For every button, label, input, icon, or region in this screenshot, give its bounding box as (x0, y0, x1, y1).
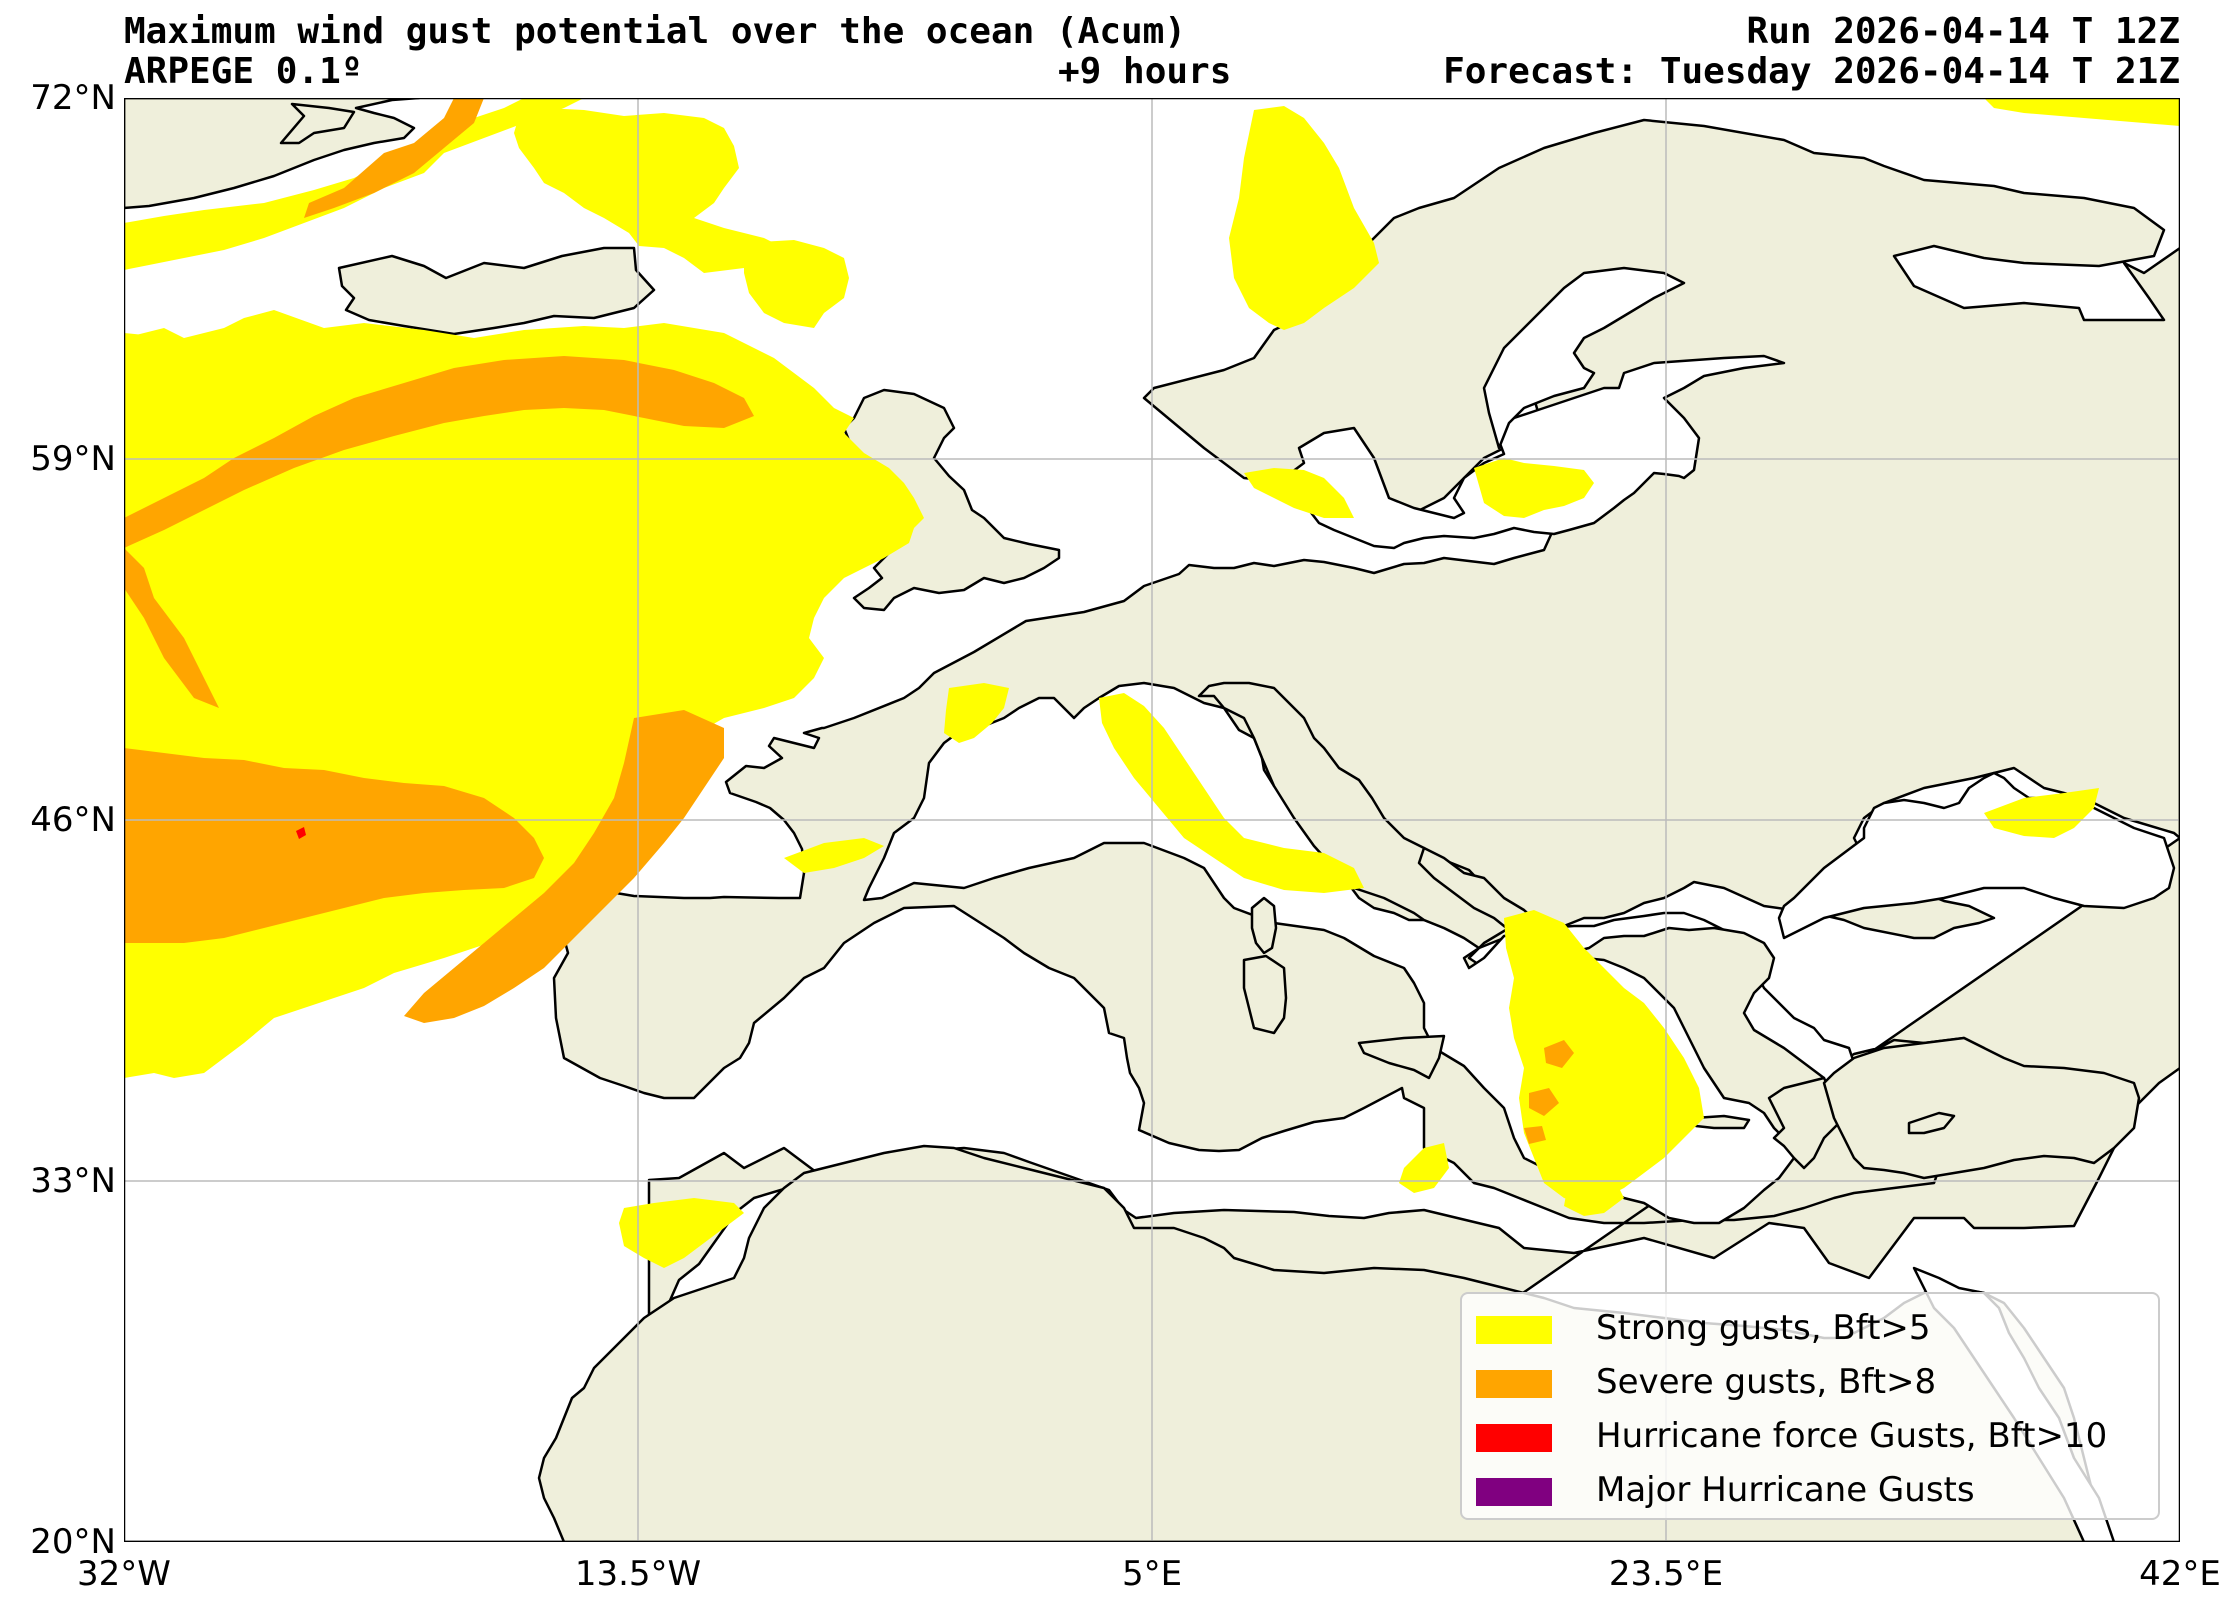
legend-swatch (1476, 1316, 1552, 1344)
gust-strong-north-sea-east (1244, 468, 1354, 518)
land-turkey (1822, 1036, 2141, 1180)
run-label: Run 2026-04-14 T 12Z (1746, 11, 2180, 52)
lon-tick-label: 42°E (2139, 1554, 2221, 1594)
gust-strong-greenland-west (124, 333, 164, 368)
model-label: ARPEGE 0.1º (124, 51, 363, 92)
lon-tick-label: 13.5°W (574, 1554, 702, 1594)
gust-layer (124, 98, 2180, 1268)
gust-strong-ionian (1504, 910, 1704, 1203)
gust-strong-norwegian-sea-3 (1229, 106, 1379, 330)
gust-strong-black-sea (1984, 788, 2099, 838)
lat-tick-label: 33°N (30, 1161, 116, 1201)
lead-time-label: +9 hours (1058, 51, 1232, 92)
legend-label: Severe gusts, Bft>8 (1596, 1362, 1937, 1402)
gust-strong-channel (944, 683, 1009, 743)
lon-tick-label: 23.5°E (1608, 1554, 1724, 1594)
gust-strong-norwegian-sea-2 (744, 240, 849, 328)
lat-tick-label: 72°N (30, 78, 116, 118)
lat-tick-label: 46°N (30, 800, 116, 840)
gust-strong-norwegian-sea-1 (514, 108, 784, 273)
gust-strong-barents (1984, 98, 2180, 126)
gust-strong-baltic (1474, 458, 1594, 518)
lat-tick-label: 20°N (30, 1522, 116, 1562)
legend-swatch (1476, 1478, 1552, 1506)
map-title: Maximum wind gust potential over the oce… (124, 11, 1187, 52)
gust-strong-aegean-south (1564, 1168, 1624, 1216)
legend-label: Strong gusts, Bft>5 (1596, 1308, 1931, 1348)
gust-severe-ionian-3 (1524, 1126, 1546, 1144)
gust-severe-ionian-1 (1544, 1040, 1574, 1068)
gust-severe-ionian-2 (1529, 1088, 1559, 1116)
legend-label: Hurricane force Gusts, Bft>10 (1596, 1416, 2108, 1456)
gust-severe-diagonal (404, 710, 724, 1023)
gust-hurricane-spot (296, 827, 306, 839)
gust-strong-gulf-of-lion (1099, 693, 1364, 893)
legend-swatch (1476, 1424, 1552, 1452)
land-greenland-islet (279, 102, 356, 145)
gust-severe-loop (124, 548, 219, 708)
gust-strong-morocco-coast (619, 1198, 744, 1268)
legend-label: Major Hurricane Gusts (1596, 1470, 1975, 1510)
map-canvas (124, 98, 2180, 1542)
land-greece (1767, 1076, 1846, 1170)
legend-swatch (1476, 1370, 1552, 1398)
forecast-label: Forecast: Tuesday 2026-04-14 T 21Z (1443, 51, 2180, 92)
land-corsica (1250, 896, 1278, 955)
land-sardinia (1242, 954, 1288, 1035)
land-iceland (337, 246, 656, 336)
lon-tick-label: 5°E (1121, 1554, 1183, 1594)
lat-tick-label: 59°N (30, 439, 116, 479)
gust-severe-north-arc (124, 356, 754, 548)
gust-severe-greenland (304, 98, 484, 218)
legend: Strong gusts, Bft>5 Severe gusts, Bft>8 … (1460, 1292, 2160, 1520)
gust-strong-biscay (784, 838, 884, 873)
land-sicily (1357, 1034, 1446, 1080)
land-cyprus (1907, 1111, 1956, 1135)
lon-tick-label: 32°W (77, 1554, 171, 1594)
sea-gulf-of-bothnia (1482, 266, 1686, 450)
sea-baltic (1282, 354, 1786, 550)
gust-severe-main-band (124, 748, 544, 943)
